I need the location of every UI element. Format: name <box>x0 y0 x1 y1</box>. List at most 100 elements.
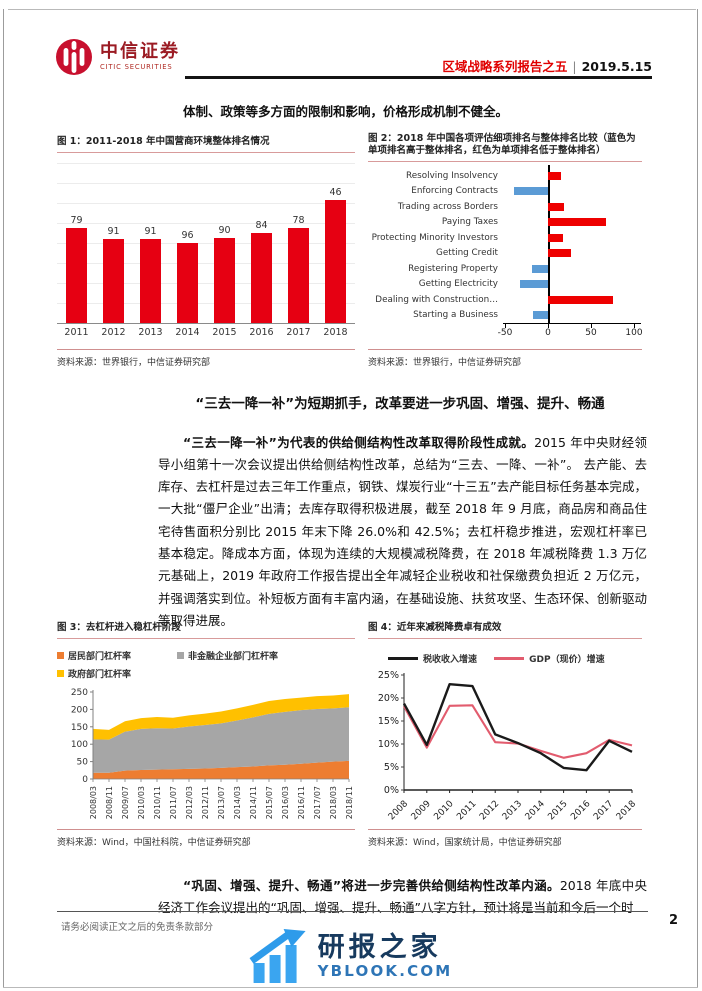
figure3-legend: 居民部门杠杆率 非金融企业部门杠杆率 政府部门杠杆率 <box>57 649 355 680</box>
svg-text:0%: 0% <box>384 785 399 796</box>
yblook-watermark: 研报之家 YBLOOK.COM <box>249 929 453 983</box>
svg-text:100: 100 <box>71 740 88 750</box>
fig2-row: Protecting Minority Investors <box>368 230 642 246</box>
svg-text:2014/11: 2014/11 <box>249 786 258 819</box>
svg-text:2018/03: 2018/03 <box>329 786 338 819</box>
bar <box>548 171 561 180</box>
legend-line-tax <box>388 657 418 660</box>
svg-text:2015: 2015 <box>546 799 569 822</box>
fig1-bar-column: 96 <box>174 230 201 323</box>
bar <box>532 311 548 319</box>
fig1-bar-column: 91 <box>100 226 127 323</box>
svg-text:2018: 2018 <box>615 799 638 822</box>
svg-text:2011: 2011 <box>455 799 478 822</box>
fig2-row: Resolving Insolvency <box>368 168 642 184</box>
legend-label: 居民部门杠杆率 <box>68 652 132 662</box>
svg-text:2012/11: 2012/11 <box>201 786 210 819</box>
bar <box>214 238 235 323</box>
legend-label: 非金融企业部门杠杆率 <box>188 652 279 662</box>
zero-axis-line <box>548 165 550 323</box>
bar <box>531 264 548 273</box>
x-tick-label: 0 <box>545 328 551 338</box>
stacked-area-chart-leverage: 0 50 100 150 200 250 2008/03 2008/11 2009/07 2010… <box>71 688 354 819</box>
svg-text:20%: 20% <box>378 693 399 704</box>
figure2-x-axis: -50 0 50 100 <box>498 323 643 341</box>
brand-name-en: CITIC SECURITIES <box>100 63 173 72</box>
svg-text:15%: 15% <box>378 716 399 727</box>
watermark-domain: YBLOOK.COM <box>317 961 453 980</box>
legend-label: 政府部门杠杆率 <box>68 670 132 680</box>
legend-line-gdp <box>494 657 525 660</box>
figure3-block: 图 3：去杠杆进入稳杠杆阶段 居民部门杠杆率 非金融企业部门杠杆率 政府部门杠杆… <box>57 622 355 829</box>
svg-text:2016/11: 2016/11 <box>297 786 306 819</box>
bar <box>103 239 124 323</box>
fig2-row: Registering Property <box>368 261 642 277</box>
fig2-row: Enforcing Contracts <box>368 184 642 200</box>
bar <box>251 233 272 323</box>
figure4-legend: 税收收入增速 GDP（现价）增速 <box>368 652 642 665</box>
svg-text:2012: 2012 <box>478 799 501 822</box>
bar <box>520 280 548 288</box>
bar <box>548 218 607 226</box>
caption-rule <box>57 152 355 153</box>
svg-text:2013: 2013 <box>501 799 524 822</box>
closing-paragraph: “巩固、增强、提升、畅通”将进一步完善供给侧结构性改革内涵。2018 年底中央经… <box>158 875 647 920</box>
svg-text:2008: 2008 <box>387 799 410 822</box>
section-heading: “三去一降一补”为短期抓手，改革要进一步巩固、增强、提升、畅通 <box>195 396 605 412</box>
svg-text:2010/03: 2010/03 <box>137 786 146 819</box>
fig1-bar-column: 46 <box>322 187 349 323</box>
caption-rule <box>368 638 642 639</box>
svg-text:2017/07: 2017/07 <box>313 786 322 819</box>
svg-text:250: 250 <box>71 688 88 698</box>
page-edge-left <box>3 9 4 988</box>
svg-text:2013/07: 2013/07 <box>217 786 226 819</box>
paragraph-rest: 2015 年中央财经领导小组第十一次会议提出供给侧结构性改革，总结为“三去、一降… <box>158 434 647 628</box>
svg-text:50: 50 <box>77 758 89 768</box>
svg-text:200: 200 <box>71 705 88 715</box>
x-tick-label: 2014 <box>175 327 200 338</box>
bar <box>66 228 87 323</box>
report-series-title: 区域战略系列报告之五 | 2019.5.15 <box>442 56 652 75</box>
fig1-bar-column: 79 <box>63 215 90 323</box>
fig1-bar-column: 84 <box>248 220 275 323</box>
citic-emblem-icon <box>56 39 92 75</box>
fig2-row: Getting Credit <box>368 246 642 262</box>
x-tick-label: -50 <box>497 328 513 338</box>
fig1-bar-column: 91 <box>137 226 164 323</box>
svg-text:2012/03: 2012/03 <box>185 786 194 819</box>
figure4-block: 图 4：近年来减税降费卓有成效 税收收入增速 GDP（现价）增速 0% 5% 10%… <box>368 622 642 831</box>
svg-text:10%: 10% <box>378 739 399 750</box>
footer-rule <box>57 911 648 912</box>
bar <box>513 187 548 195</box>
bar-chart-business-ranking: 79 91 91 96 90 84 78 46 <box>57 161 355 324</box>
bar <box>548 249 572 257</box>
fig2-row: Dealing with Construction… <box>368 292 642 308</box>
figure4-caption: 图 4：近年来减税降费卓有成效 <box>368 622 502 633</box>
x-tick-label: 2018 <box>323 327 348 338</box>
svg-text:150: 150 <box>71 723 88 733</box>
page-edge-top <box>8 9 696 10</box>
series-label: 区域战略系列报告之五 <box>442 59 568 74</box>
fig2-row: Getting Electricity <box>368 277 642 293</box>
x-tick-label: 50 <box>585 328 597 338</box>
closing-lead-bold: “巩固、增强、提升、畅通”将进一步完善供给侧结构性改革内涵。 <box>183 877 560 893</box>
svg-text:2014/03: 2014/03 <box>233 786 242 819</box>
legend-label: GDP（现价）增速 <box>529 655 605 665</box>
yblook-chart-icon <box>249 929 306 983</box>
svg-text:2015/07: 2015/07 <box>265 786 274 819</box>
brand-name-cn: 中信证券 <box>100 41 180 63</box>
svg-text:2017: 2017 <box>592 799 615 822</box>
legend-swatch-household <box>57 652 64 659</box>
figure3-source: 资料来源：Wind，中国社科院，中信证券研究部 <box>57 829 355 848</box>
svg-text:2010: 2010 <box>432 799 455 822</box>
svg-text:2009/07: 2009/07 <box>121 786 130 819</box>
svg-text:2008/03: 2008/03 <box>89 786 98 819</box>
figure2-source: 资料来源：世界银行，中信证券研究部 <box>368 349 642 368</box>
figure1-block: 图 1：2011-2018 年中国营商环境整体排名情况 79 91 91 96 90 84… <box>57 136 355 338</box>
figure1-x-axis: 2011 2012 2013 2014 2015 2016 2017 2018 <box>57 327 355 338</box>
caption-rule <box>57 638 355 639</box>
fig1-bar-column: 78 <box>285 215 312 323</box>
svg-text:2011/07: 2011/07 <box>169 786 178 819</box>
svg-text:2010/11: 2010/11 <box>153 786 162 819</box>
